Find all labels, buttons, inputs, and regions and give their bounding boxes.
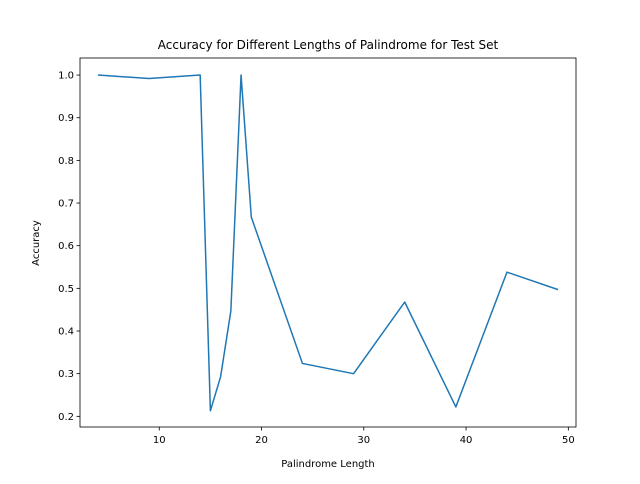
x-axis-label: Palindrome Length: [281, 459, 375, 470]
data-point: [302, 363, 304, 365]
data-point: [240, 74, 242, 76]
data-point: [506, 271, 508, 273]
data-point: [199, 74, 201, 76]
data-point: [404, 301, 406, 303]
data-point: [250, 216, 252, 218]
x-tick-label: 40: [460, 435, 473, 446]
y-tick-label: 0.9: [58, 113, 74, 124]
x-tick-label: 30: [357, 435, 370, 446]
data-point: [220, 376, 222, 378]
y-tick-label: 0.2: [58, 412, 74, 423]
data-point: [210, 410, 212, 412]
data-point: [557, 289, 559, 291]
data-point: [97, 74, 99, 76]
x-tick-label: 50: [562, 435, 575, 446]
y-tick-label: 1.0: [58, 71, 74, 82]
data-point: [455, 406, 457, 408]
data-point: [230, 310, 232, 312]
y-tick-label: 0.8: [58, 156, 74, 167]
axes-frame: [79, 57, 577, 428]
y-tick-label: 0.3: [58, 369, 74, 380]
plot-area: 10 20 30 40 50 0.2 0.3 0.4 0.5 0.6 0.7 0.8 0.9 1.0: [58, 57, 577, 446]
x-tick-label: 10: [153, 435, 166, 446]
y-tick-label: 0.6: [58, 241, 74, 252]
y-tick-label: 0.7: [58, 199, 74, 210]
chart-title: Accuracy for Different Lengths of Palind…: [158, 38, 499, 52]
x-tick-label: 20: [255, 435, 268, 446]
y-axis-label: Accuracy: [31, 220, 42, 266]
y-tick-label: 0.4: [58, 327, 74, 338]
y-tick-label: 0.5: [58, 284, 74, 295]
series-line-0: [97, 74, 559, 412]
data-point: [353, 373, 355, 375]
data-point: [148, 78, 150, 80]
